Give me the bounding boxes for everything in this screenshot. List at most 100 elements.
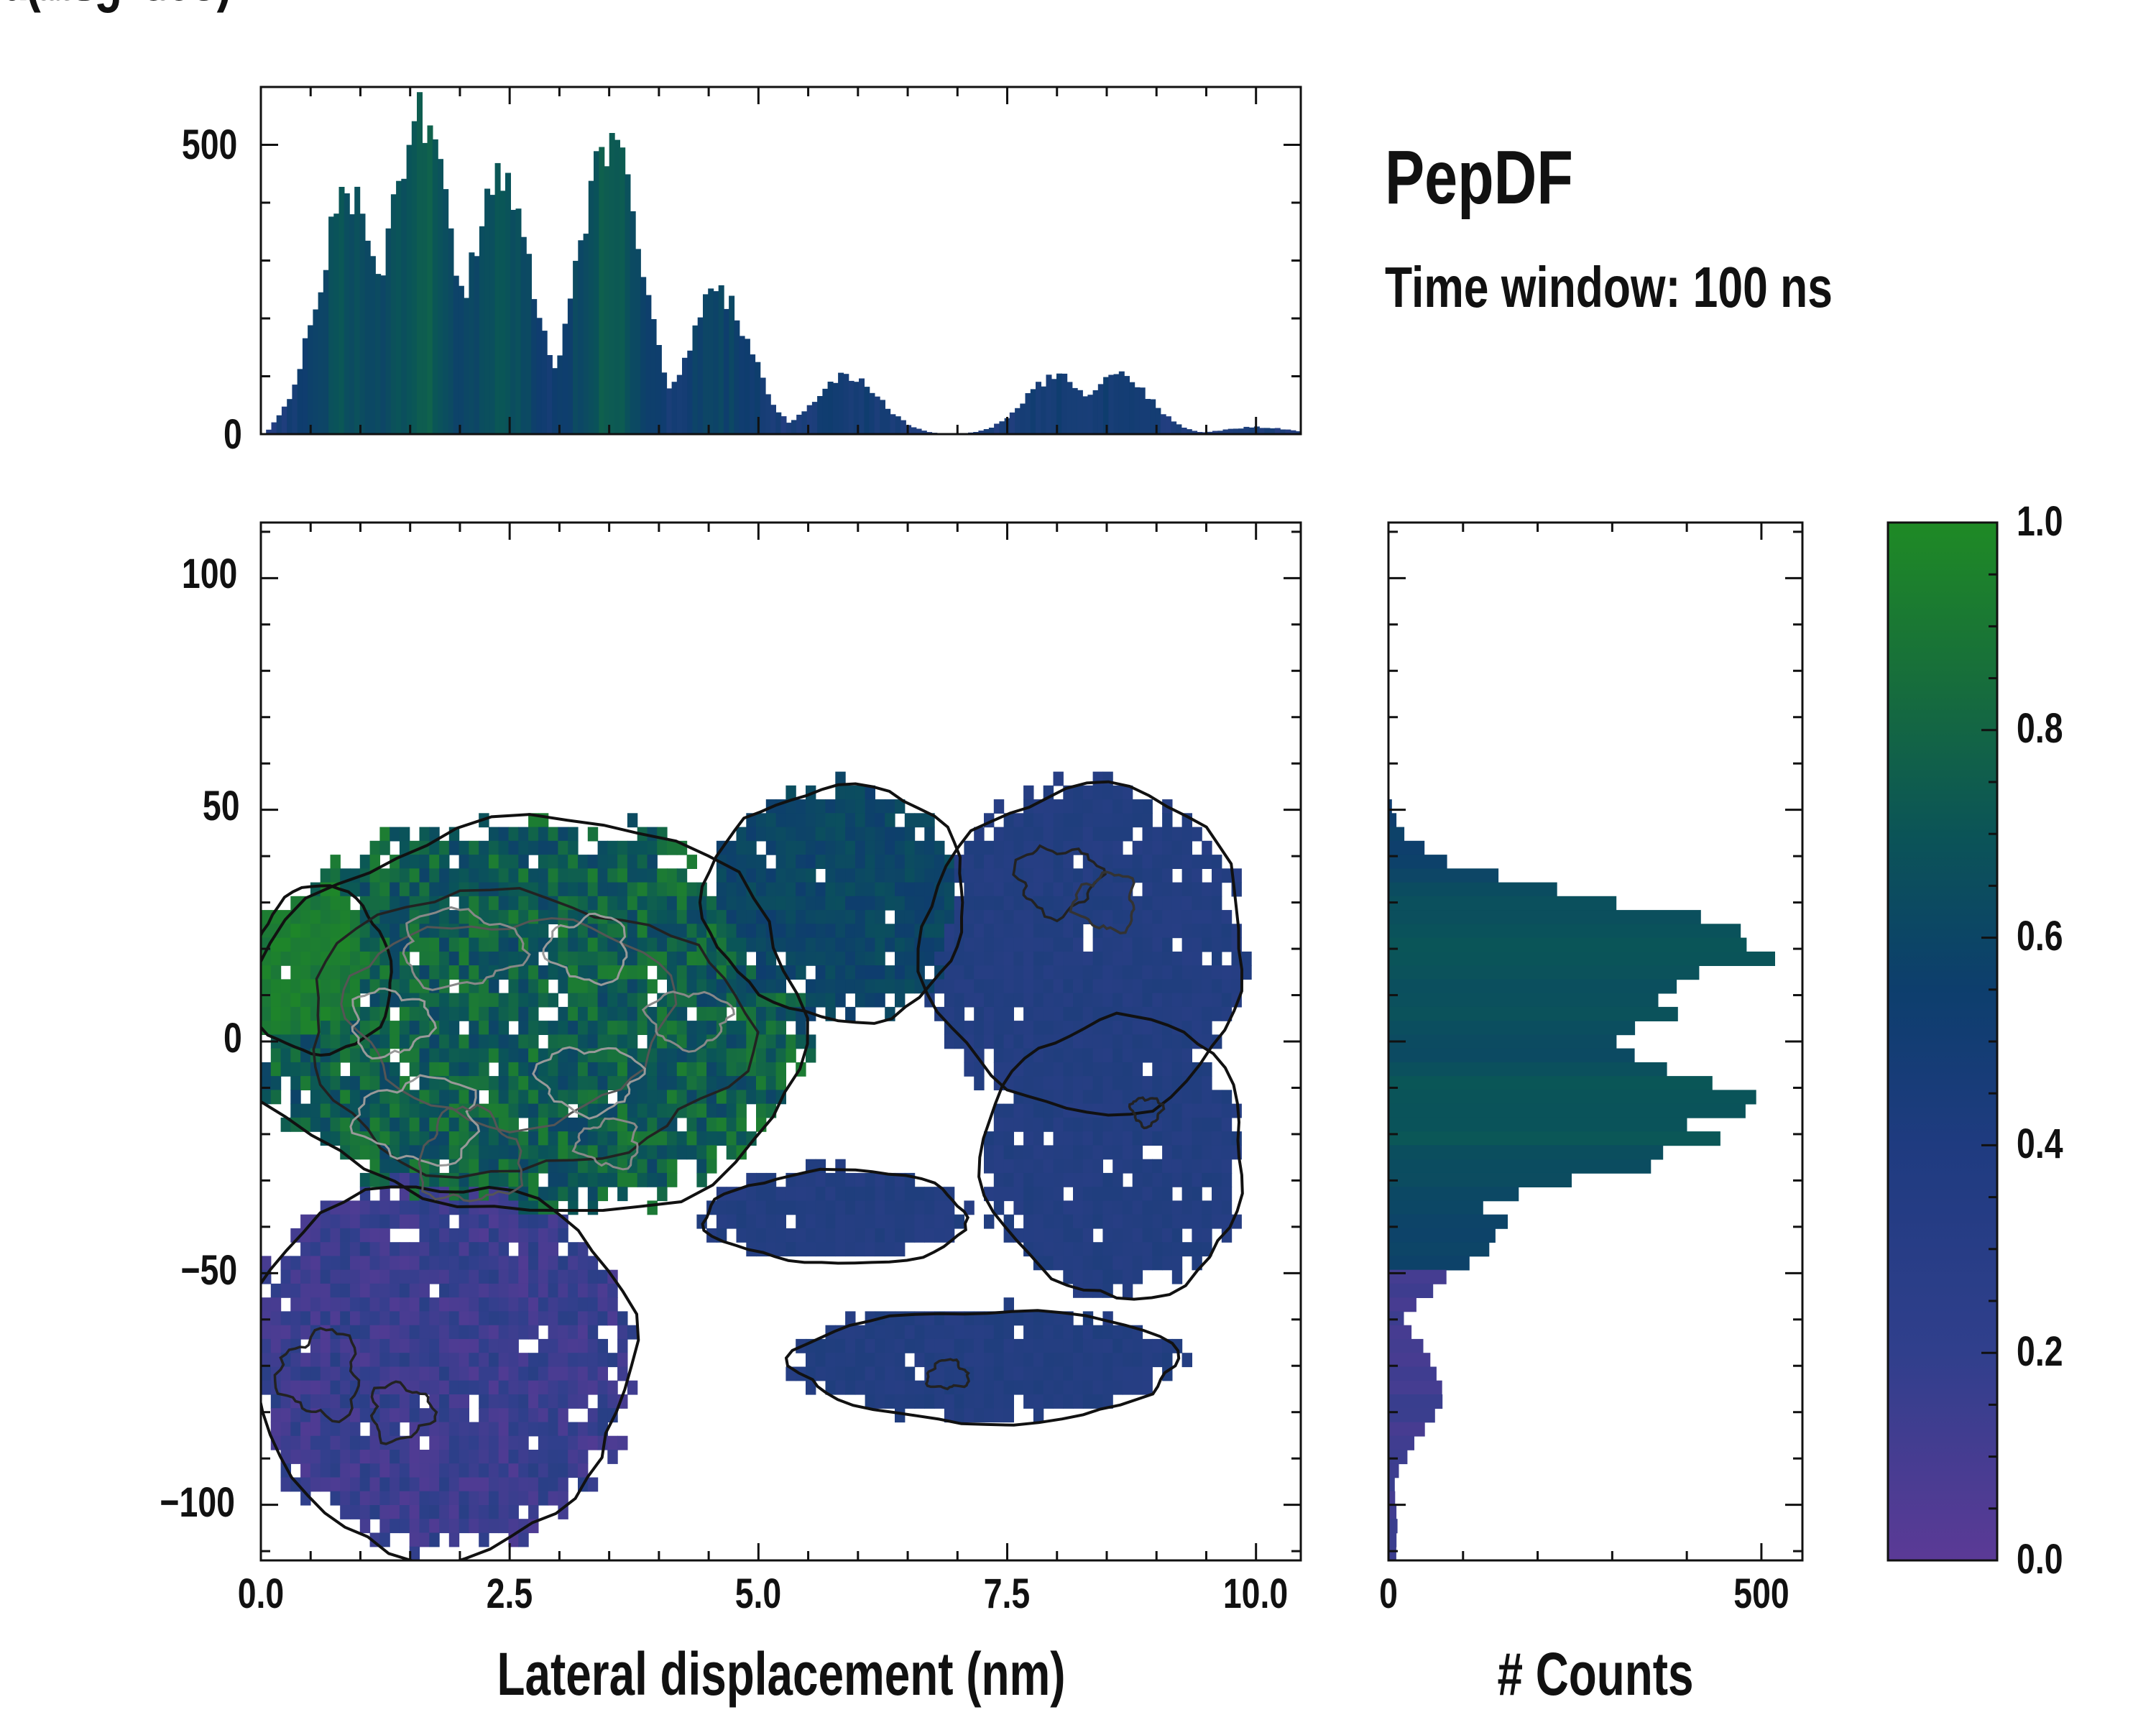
heatmap-cell	[1192, 1242, 1202, 1257]
heatmap-cell	[964, 1048, 975, 1063]
heatmap-cell	[568, 1006, 579, 1021]
heatmap-cell	[796, 896, 806, 911]
heatmap-cell	[914, 1338, 925, 1353]
heatmap-cell	[558, 937, 568, 952]
heatmap-cell	[469, 1006, 479, 1021]
heatmap-cell	[1192, 1228, 1202, 1243]
heatmap-cell	[330, 1256, 341, 1271]
heatmap-cell	[369, 1145, 380, 1160]
heatmap-cell	[617, 1366, 628, 1381]
heatmap-cell	[558, 1380, 568, 1395]
heatmap-cell	[825, 896, 836, 911]
heatmap-cell	[607, 1076, 618, 1090]
heatmap-cell	[686, 882, 697, 897]
heatmap-cell	[1073, 1048, 1084, 1063]
heatmap-cell	[379, 1491, 390, 1506]
heatmap-cell	[924, 937, 935, 952]
heatmap-cell	[290, 965, 301, 980]
heatmap-cell	[984, 1145, 995, 1160]
heatmap-cell	[637, 1103, 648, 1118]
heatmap-cell	[974, 882, 985, 897]
heatmap-cell	[914, 1187, 925, 1202]
heatmap-cell	[845, 785, 856, 800]
heatmap-cell	[746, 965, 757, 980]
heatmap-cell	[1171, 855, 1183, 869]
heatmap-cell	[399, 1519, 410, 1534]
heatmap-cell	[359, 1366, 371, 1381]
top-histogram-bar	[1015, 408, 1021, 434]
heatmap-cell	[568, 1325, 579, 1340]
heatmap-cell	[815, 813, 826, 828]
heatmap-cell	[854, 965, 866, 980]
top-histogram-bar	[541, 331, 548, 434]
heatmap-cell	[459, 1435, 469, 1450]
heatmap-cell	[1122, 1117, 1133, 1132]
xtick-label: 10.0	[1223, 1570, 1288, 1617]
heatmap-cell	[885, 896, 895, 911]
heatmap-cell	[845, 1325, 856, 1340]
heatmap-cell	[280, 1269, 291, 1284]
heatmap-cell	[1023, 910, 1034, 924]
heatmap-cell	[1003, 813, 1014, 828]
heatmap-cell	[518, 1214, 529, 1229]
heatmap-cell	[479, 1214, 489, 1229]
heatmap-cell	[1102, 965, 1113, 980]
top-histogram-bar	[266, 429, 272, 434]
heatmap-cell	[280, 1062, 291, 1077]
heatmap-cell	[964, 1021, 975, 1035]
heatmap-cell	[1033, 1076, 1044, 1090]
heatmap-cell	[1142, 1338, 1153, 1353]
heatmap-cell	[290, 951, 301, 966]
contour-level	[349, 1074, 481, 1167]
heatmap-cell	[854, 1172, 866, 1187]
heatmap-cell	[617, 1103, 628, 1118]
heatmap-cell	[786, 965, 796, 980]
heatmap-cell	[578, 1463, 589, 1478]
heatmap-cell	[1202, 1103, 1212, 1118]
heatmap-cell	[350, 1242, 361, 1257]
top-histogram-bar	[333, 213, 340, 434]
heatmap-cell	[984, 1325, 995, 1340]
heatmap-cell	[390, 1034, 400, 1049]
heatmap-cell	[835, 1242, 846, 1257]
heatmap-cell	[835, 910, 846, 924]
heatmap-cell	[508, 1090, 519, 1105]
heatmap-cell	[518, 965, 529, 980]
heatmap-cell	[993, 1117, 1005, 1132]
heatmap-cell	[1063, 1394, 1074, 1409]
heatmap-cell	[1221, 993, 1233, 1008]
heatmap-cell	[895, 896, 906, 911]
top-histogram-bar	[479, 226, 485, 434]
ytick-label: 50	[203, 783, 240, 829]
heatmap-cell	[667, 1131, 678, 1146]
right-histogram-bar	[1388, 910, 1701, 925]
heatmap-cell	[1152, 1131, 1163, 1146]
heatmap-cell	[429, 1477, 440, 1492]
heatmap-cell	[538, 1131, 549, 1146]
heatmap-cell	[459, 1325, 469, 1340]
heatmap-cell	[1122, 799, 1133, 814]
heatmap-cell	[448, 1380, 460, 1395]
heatmap-cell	[439, 924, 450, 939]
heatmap-cell	[280, 1380, 291, 1395]
heatmap-cell	[498, 937, 510, 952]
heatmap-cell	[538, 910, 549, 924]
heatmap-cell	[518, 1450, 529, 1464]
heatmap-cell	[489, 1380, 499, 1395]
heatmap-cell	[350, 1325, 361, 1340]
heatmap-cell	[261, 1090, 272, 1105]
heatmap-cell	[934, 937, 945, 952]
top-histogram-bar	[323, 270, 329, 434]
heatmap-cell	[944, 1408, 955, 1423]
heatmap-cell	[459, 1159, 469, 1174]
heatmap-cell	[1102, 1021, 1113, 1035]
heatmap-cell	[1212, 1214, 1222, 1229]
heatmap-cell	[1063, 951, 1074, 966]
heatmap-cell	[667, 1048, 678, 1063]
heatmap-cell	[895, 993, 906, 1008]
right-histogram-bar	[1388, 1200, 1483, 1215]
heatmap-cell	[568, 937, 579, 952]
heatmap-cell	[538, 1311, 549, 1326]
heatmap-cell	[558, 840, 568, 855]
heatmap-cell	[498, 827, 510, 842]
